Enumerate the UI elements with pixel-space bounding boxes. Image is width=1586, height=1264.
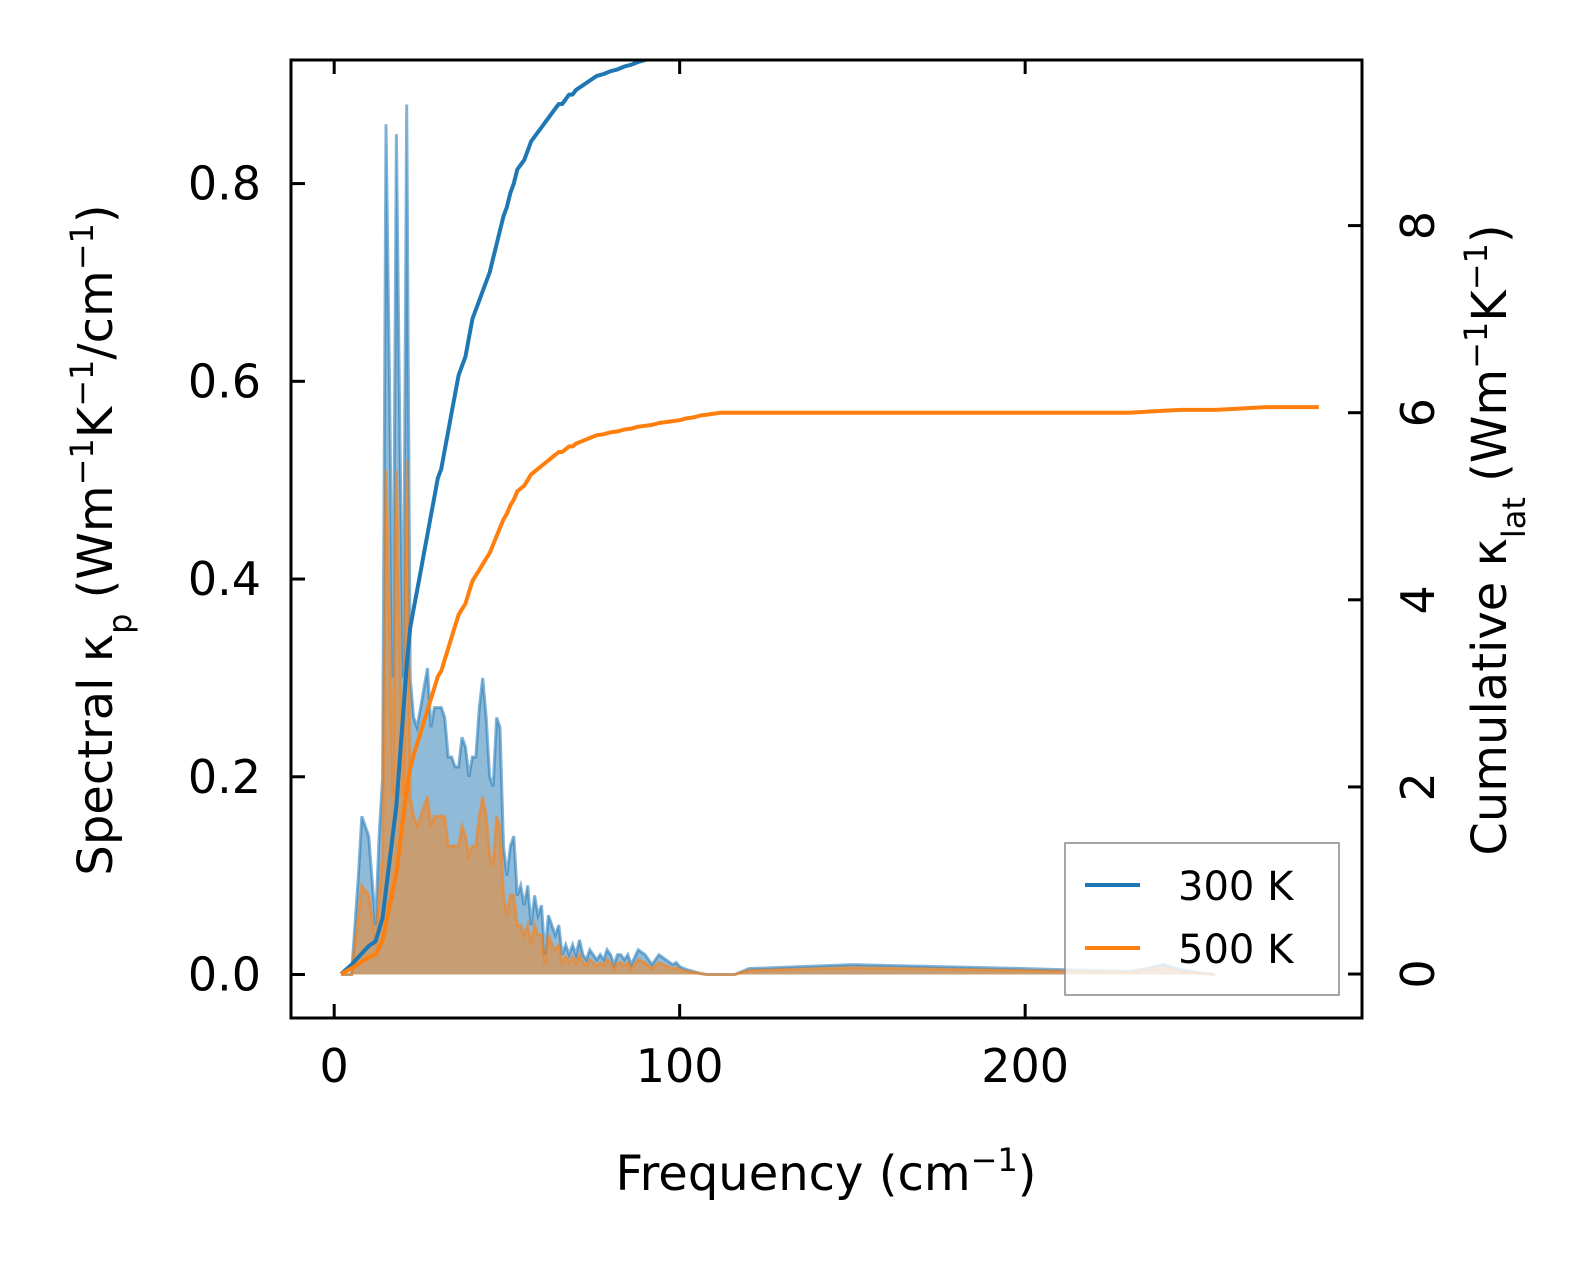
y-right-tick-label: 2 — [1391, 772, 1445, 801]
legend-label-500k: 500 K — [1178, 927, 1295, 973]
y-left-tick-label: 0.6 — [188, 354, 261, 408]
legend-box — [1064, 842, 1340, 996]
y-left-tick-label: 0.2 — [188, 750, 261, 804]
y-left-tick-label: 0.8 — [188, 157, 261, 211]
y-right-tick-label: 8 — [1391, 211, 1445, 240]
legend: 300 K 500 K — [1064, 842, 1340, 996]
x-tick-label: 0 — [320, 1039, 349, 1093]
y-right-tick-label: 6 — [1391, 398, 1445, 427]
cumulative-line-500k — [340, 405, 1319, 976]
y-axis-label-left: Spectral κp (Wm−1K−1/cm−1) — [63, 204, 139, 875]
x-axis-label: Frequency (cm−1) — [615, 1141, 1036, 1202]
cumulative-line-300k — [339, 60, 653, 976]
x-tick-label: 200 — [981, 1039, 1069, 1093]
legend-label-300k: 300 K — [1178, 864, 1295, 910]
y-right-tick-label: 4 — [1391, 585, 1445, 614]
spectral-area-500k — [341, 460, 1216, 976]
y-left-tick-label: 0.4 — [188, 552, 261, 606]
y-right-tick-label: 0 — [1391, 959, 1445, 988]
spectral-fill-group — [341, 104, 1216, 976]
y-axis-label-right: Cumulative κlat (Wm−1K−1) — [1457, 224, 1533, 855]
plot-frame — [289, 58, 1364, 1020]
x-tick-label: 100 — [636, 1039, 724, 1093]
y-left-tick-label: 0.0 — [188, 947, 261, 1001]
cumulative-line-group — [339, 60, 1319, 976]
tick-group: 0 100 200 0.0 0.2 0.4 0.6 0.8 0 2 4 6 8 — [188, 60, 1445, 1093]
